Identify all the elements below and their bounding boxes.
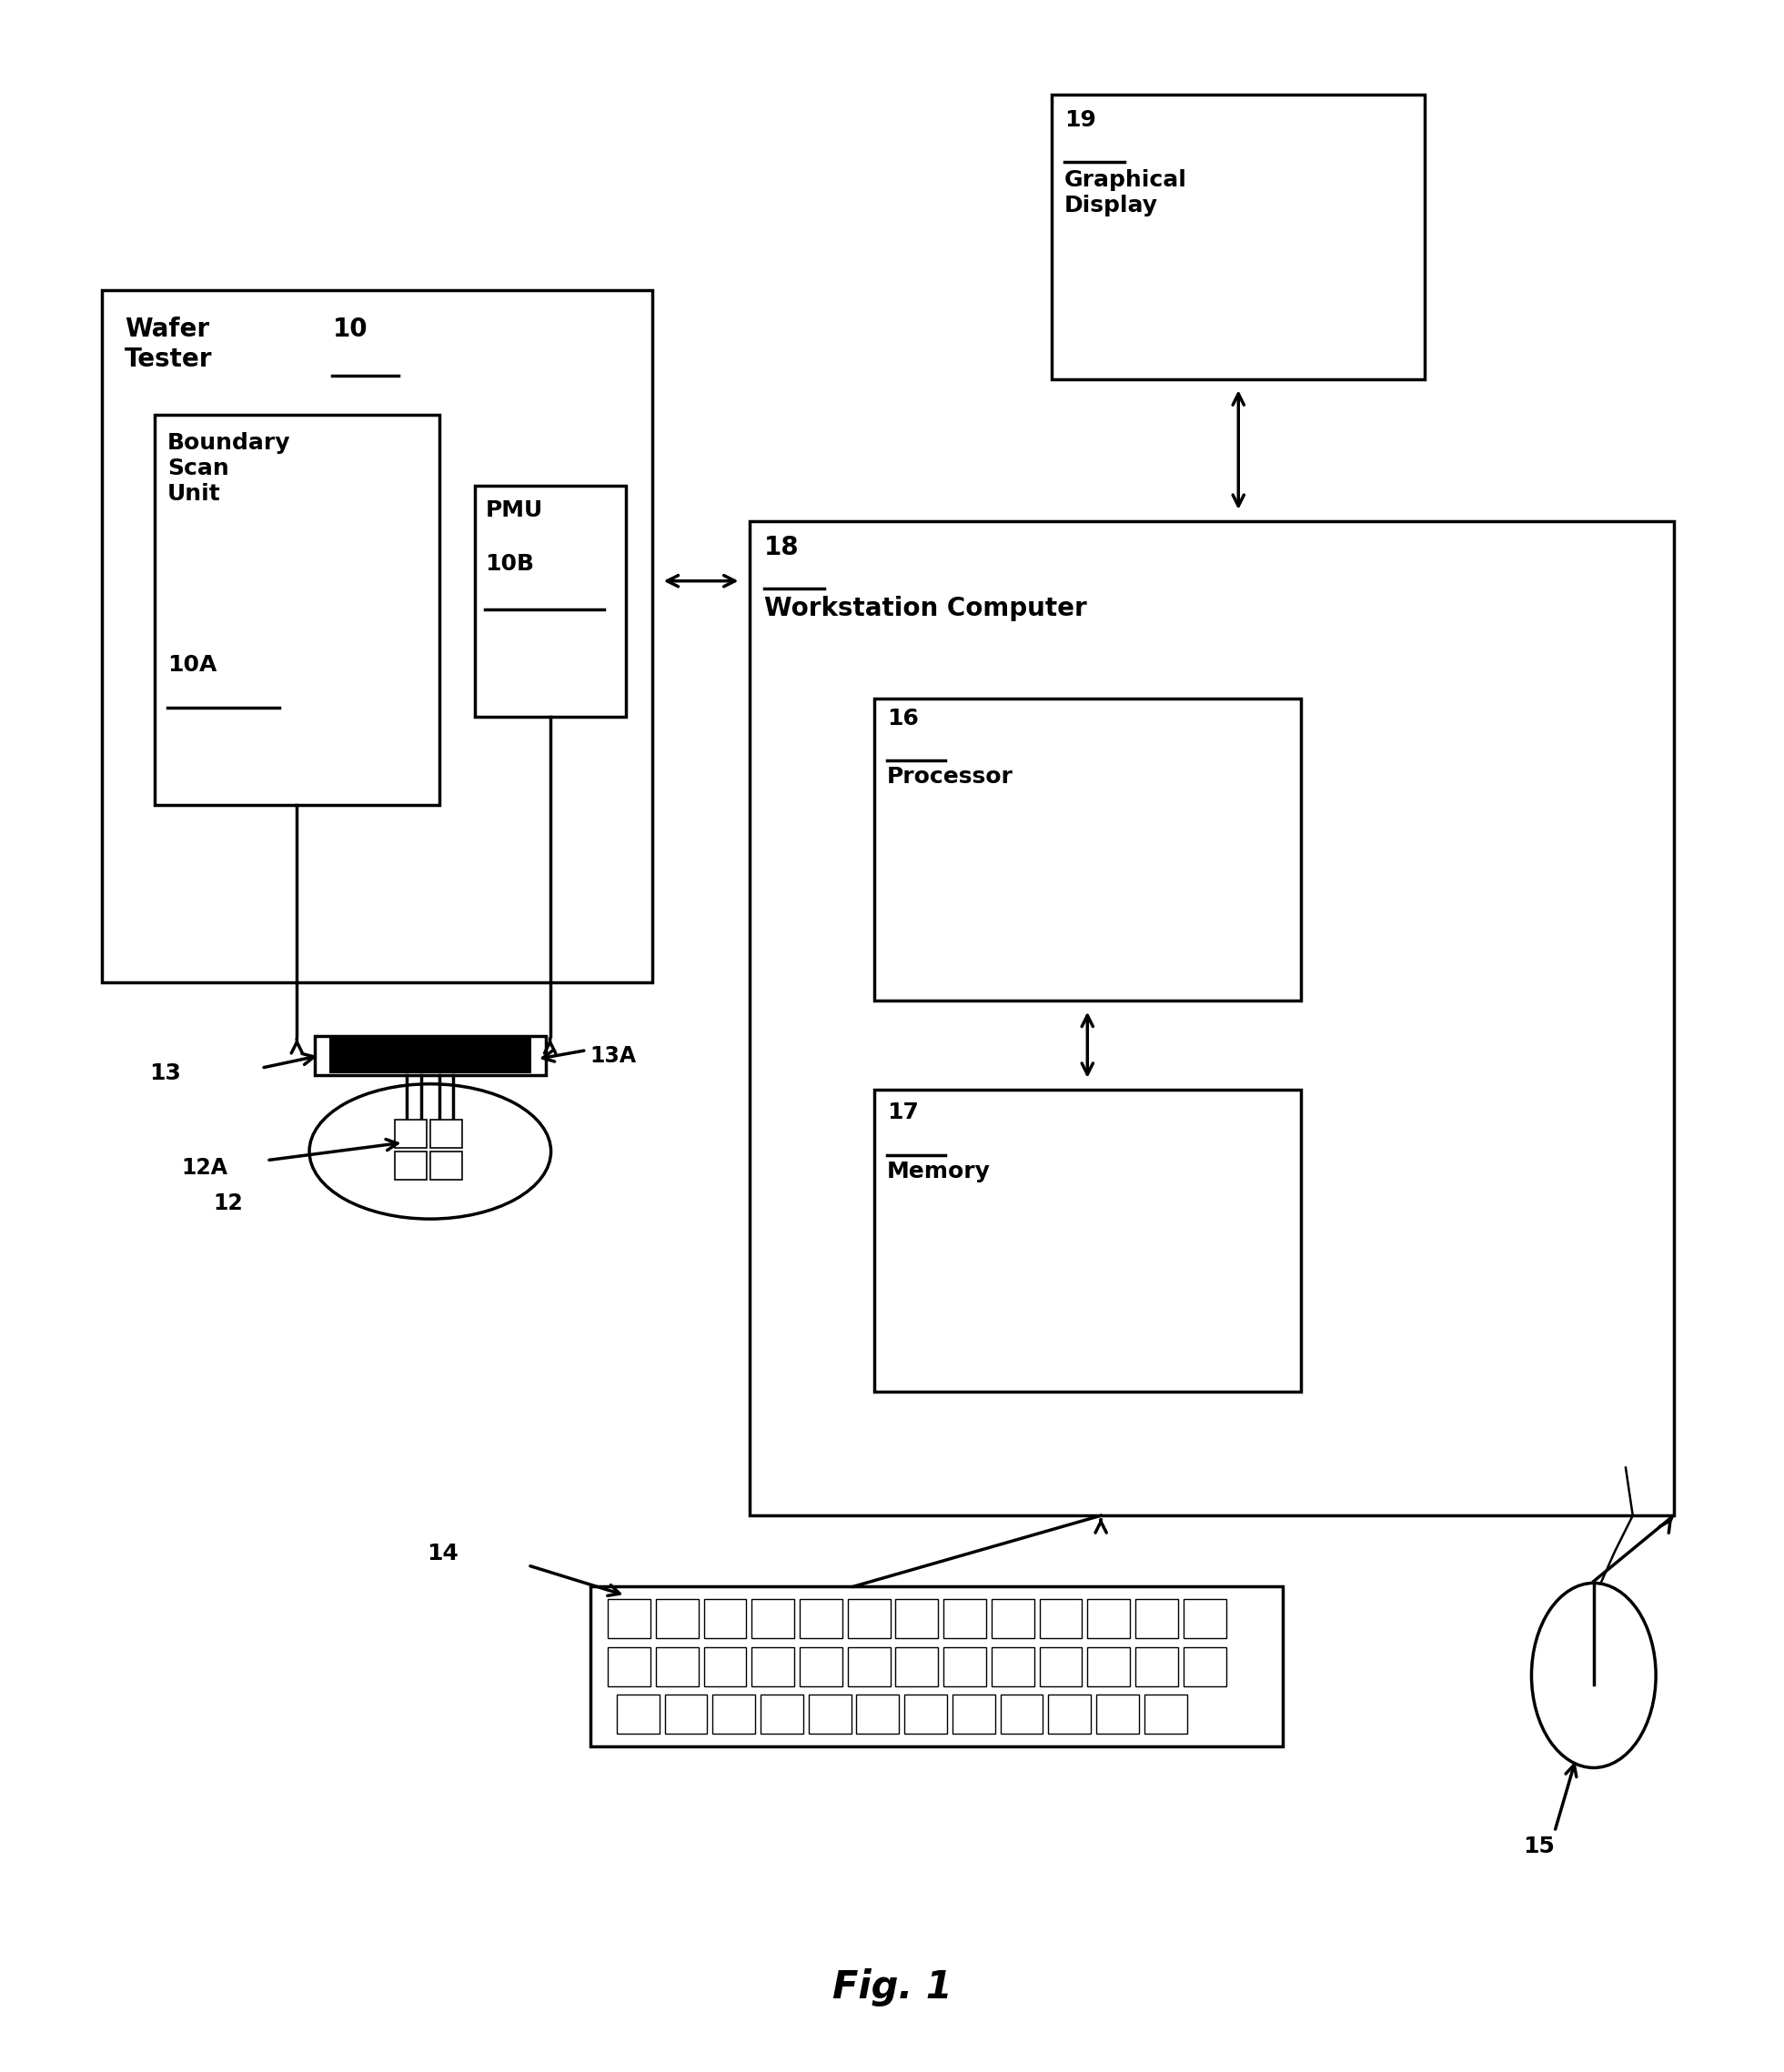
Bar (102, 290, 653, 982)
Text: Processor: Processor (887, 767, 1013, 787)
Bar (1135, 1647, 1177, 1687)
Text: 19: 19 (1065, 110, 1095, 131)
Text: 14: 14 (426, 1542, 458, 1564)
Bar (953, 1695, 995, 1734)
Text: 15: 15 (1522, 1836, 1554, 1857)
Text: 18: 18 (764, 535, 799, 562)
Text: 17: 17 (887, 1102, 919, 1123)
Bar (751, 1647, 794, 1687)
Bar (799, 1600, 842, 1639)
Bar (856, 1695, 899, 1734)
Bar (896, 1600, 938, 1639)
Ellipse shape (309, 1084, 551, 1218)
Bar (1183, 1600, 1226, 1639)
Bar (992, 1600, 1035, 1639)
Bar (430, 1152, 462, 1179)
Bar (591, 1587, 1283, 1747)
Bar (657, 1600, 698, 1639)
Bar (847, 1647, 890, 1687)
Bar (703, 1600, 746, 1639)
Bar (749, 520, 1673, 1515)
Bar (617, 1695, 660, 1734)
Bar (760, 1695, 803, 1734)
Text: 10: 10 (332, 317, 368, 342)
Text: PMU: PMU (485, 499, 542, 522)
Bar (896, 1647, 938, 1687)
Bar (904, 1695, 947, 1734)
Bar (665, 1695, 706, 1734)
Text: Wafer
Tester: Wafer Tester (125, 317, 212, 371)
Bar (703, 1647, 746, 1687)
Bar (608, 1600, 651, 1639)
Text: 12: 12 (214, 1191, 243, 1214)
Bar (1040, 1647, 1083, 1687)
Bar (394, 1152, 426, 1179)
Bar (314, 1036, 546, 1075)
Bar (394, 1119, 426, 1148)
Text: Memory: Memory (887, 1160, 990, 1183)
Bar (944, 1647, 987, 1687)
Bar (847, 1600, 890, 1639)
Text: 13A: 13A (591, 1044, 637, 1067)
Bar (1135, 1600, 1177, 1639)
Text: 13: 13 (150, 1063, 182, 1084)
Text: 10B: 10B (485, 553, 535, 574)
Bar (328, 1038, 532, 1073)
Bar (1049, 1695, 1092, 1734)
Bar (1088, 1600, 1129, 1639)
Bar (657, 1647, 698, 1687)
Text: Graphical
Display: Graphical Display (1065, 170, 1186, 215)
Bar (155, 414, 439, 806)
Bar (1144, 1695, 1186, 1734)
Bar (992, 1647, 1035, 1687)
Bar (751, 1600, 794, 1639)
Bar (1053, 95, 1425, 379)
Bar (1088, 1647, 1129, 1687)
Bar (1040, 1600, 1083, 1639)
Ellipse shape (1531, 1583, 1656, 1767)
Bar (712, 1695, 755, 1734)
Text: 16: 16 (887, 707, 919, 729)
Bar (808, 1695, 851, 1734)
Bar (475, 485, 626, 717)
Text: Boundary
Scan
Unit: Boundary Scan Unit (168, 433, 291, 506)
Text: 12A: 12A (182, 1156, 228, 1179)
Bar (944, 1600, 987, 1639)
Text: Fig. 1: Fig. 1 (831, 1968, 953, 2006)
Bar (799, 1647, 842, 1687)
Bar (874, 698, 1301, 1001)
Bar (1183, 1647, 1226, 1687)
Bar (1001, 1695, 1044, 1734)
Bar (1097, 1695, 1138, 1734)
Bar (608, 1647, 651, 1687)
Bar (430, 1119, 462, 1148)
Bar (874, 1090, 1301, 1390)
Text: 10A: 10A (168, 655, 216, 675)
Text: Workstation Computer: Workstation Computer (764, 595, 1086, 622)
